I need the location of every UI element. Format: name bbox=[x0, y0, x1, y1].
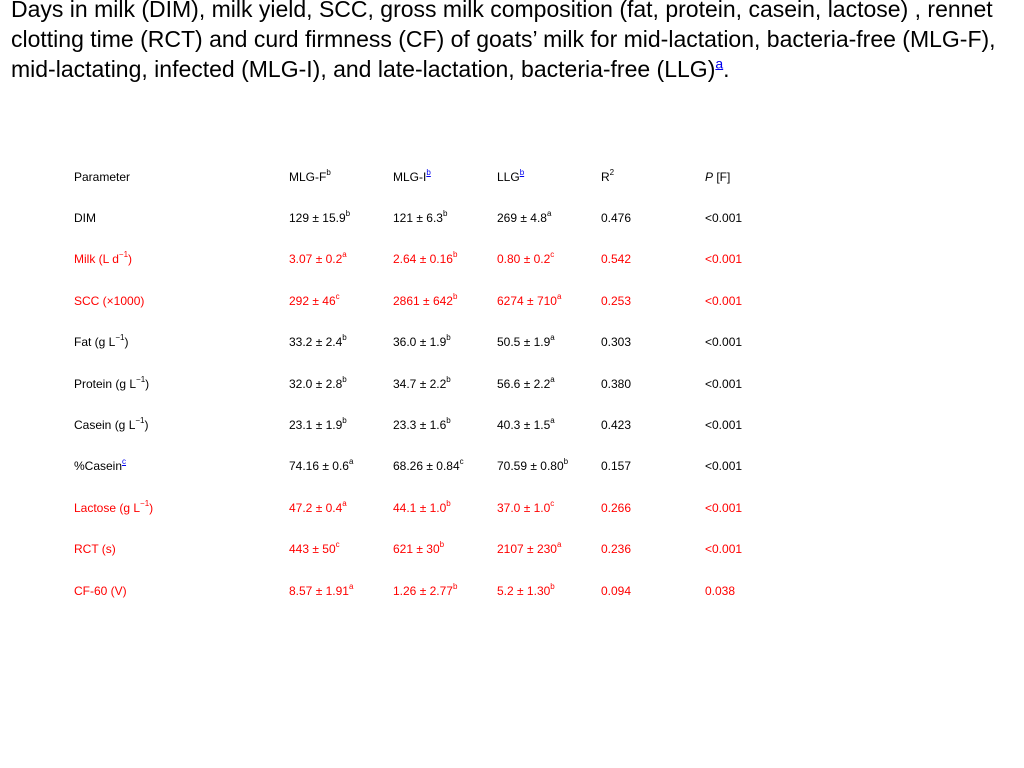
cell-mlgf: 3.07 ± 0.2a bbox=[289, 250, 347, 267]
cell-r2: 0.157 bbox=[601, 459, 632, 474]
cell-llg: 37.0 ± 1.0c bbox=[497, 498, 555, 515]
caption-text: Days in milk (DIM), milk yield, SCC, gro… bbox=[11, 0, 996, 82]
cell-parameter: DIM bbox=[74, 211, 96, 226]
cell-parameter: Casein (g L−1) bbox=[74, 416, 149, 433]
cell-parameter: RCT (s) bbox=[74, 542, 116, 557]
cell-llg: 70.59 ± 0.80b bbox=[497, 457, 569, 474]
cell-mlgi: 1.26 ± 2.77b bbox=[393, 581, 458, 598]
table-row: %Caseinc 74.16 ± 0.6a 68.26 ± 0.84c 70.59 ±… bbox=[74, 446, 785, 487]
header-row: Parameter MLG-Fb MLG-Ib LLGb R2 P [F] bbox=[74, 156, 785, 197]
cell-llg: 40.3 ± 1.5a bbox=[497, 416, 555, 433]
cell-mlgi: 68.26 ± 0.84c bbox=[393, 457, 464, 474]
cell-mlgf: 23.1 ± 1.9b bbox=[289, 416, 347, 433]
col-header-parameter: Parameter bbox=[74, 169, 131, 184]
cell-r2: 0.476 bbox=[601, 211, 632, 226]
col-header-mlgf: MLG-Fb bbox=[289, 167, 331, 184]
cell-p: 0.038 bbox=[705, 583, 736, 598]
cell-mlgf: 47.2 ± 0.4a bbox=[289, 498, 347, 515]
cell-p: <0.001 bbox=[705, 418, 743, 433]
cell-mlgf: 292 ± 46c bbox=[289, 291, 340, 308]
cell-mlgi: 44.1 ± 1.0b bbox=[393, 498, 451, 515]
cell-parameter: Fat (g L−1) bbox=[74, 333, 129, 350]
cell-llg: 5.2 ± 1.30b bbox=[497, 581, 555, 598]
col-header-p: P [F] bbox=[705, 169, 731, 184]
cell-p: <0.001 bbox=[705, 459, 743, 474]
cell-p: <0.001 bbox=[705, 500, 743, 515]
cell-mlgf: 32.0 ± 2.8b bbox=[289, 374, 347, 391]
cell-mlgf: 33.2 ± 2.4b bbox=[289, 333, 347, 350]
cell-mlgf: 129 ± 15.9b bbox=[289, 209, 351, 226]
cell-p: <0.001 bbox=[705, 293, 743, 308]
cell-p: <0.001 bbox=[705, 252, 743, 267]
cell-p: <0.001 bbox=[705, 542, 743, 557]
table-row: SCC (×1000) 292 ± 46c 2861 ± 642b 6274 ± 71… bbox=[74, 280, 785, 321]
caption-end: . bbox=[723, 56, 730, 82]
cell-p: <0.001 bbox=[705, 335, 743, 350]
cell-mlgf: 8.57 ± 1.91a bbox=[289, 581, 354, 598]
table-caption: Days in milk (DIM), milk yield, SCC, gro… bbox=[11, 0, 1016, 84]
cell-llg: 50.5 ± 1.9a bbox=[497, 333, 555, 350]
cell-r2: 0.266 bbox=[601, 500, 632, 515]
cell-parameter: Protein (g L−1) bbox=[74, 374, 150, 391]
cell-parameter: SCC (×1000) bbox=[74, 293, 145, 308]
cell-r2: 0.236 bbox=[601, 542, 632, 557]
col-header-mlgi-footnote-link[interactable]: b bbox=[426, 167, 431, 177]
cell-parameter: CF-60 (V) bbox=[74, 583, 127, 598]
footnote-a-link[interactable]: a bbox=[715, 55, 724, 72]
footnote-c-link[interactable]: c bbox=[122, 457, 127, 467]
cell-mlgi: 23.3 ± 1.6b bbox=[393, 416, 451, 433]
cell-llg: 6274 ± 710a bbox=[497, 291, 562, 308]
cell-p: <0.001 bbox=[705, 376, 743, 391]
data-table: Parameter MLG-Fb MLG-Ib LLGb R2 P [F] DI… bbox=[74, 156, 785, 611]
cell-mlgi: 36.0 ± 1.9b bbox=[393, 333, 451, 350]
cell-parameter: Milk (L d−1) bbox=[74, 250, 133, 267]
cell-r2: 0.380 bbox=[601, 376, 632, 391]
table-row: Fat (g L−1) 33.2 ± 2.4b 36.0 ± 1.9b 50.5 ± … bbox=[74, 322, 785, 363]
cell-mlgi: 121 ± 6.3b bbox=[393, 209, 448, 226]
cell-r2: 0.542 bbox=[601, 252, 632, 267]
cell-mlgf: 74.16 ± 0.6a bbox=[289, 457, 354, 474]
cell-mlgi: 34.7 ± 2.2b bbox=[393, 374, 451, 391]
col-header-llg: LLGb bbox=[497, 167, 525, 184]
cell-p: <0.001 bbox=[705, 211, 743, 226]
cell-llg: 0.80 ± 0.2c bbox=[497, 250, 555, 267]
table-row: Casein (g L−1) 23.1 ± 1.9b 23.3 ± 1.6b 40.3… bbox=[74, 404, 785, 445]
col-header-llg-footnote-link[interactable]: b bbox=[519, 167, 525, 177]
cell-mlgi: 2.64 ± 0.16b bbox=[393, 250, 458, 267]
cell-r2: 0.094 bbox=[601, 583, 632, 598]
cell-mlgi: 621 ± 30b bbox=[393, 540, 445, 557]
cell-llg: 269 ± 4.8a bbox=[497, 209, 552, 226]
cell-parameter: %Caseinc bbox=[74, 457, 127, 474]
cell-r2: 0.253 bbox=[601, 293, 632, 308]
cell-mlgf: 443 ± 50c bbox=[289, 540, 340, 557]
col-header-mlgi: MLG-Ib bbox=[393, 167, 431, 184]
table-row: RCT (s) 443 ± 50c 621 ± 30b 2107 ± 230a 0.23… bbox=[74, 529, 785, 570]
table-row: Milk (L d−1) 3.07 ± 0.2a 2.64 ± 0.16b 0.80 … bbox=[74, 239, 785, 280]
col-header-r2: R2 bbox=[601, 167, 615, 184]
cell-r2: 0.303 bbox=[601, 335, 632, 350]
table-row: DIM 129 ± 15.9b 121 ± 6.3b 269 ± 4.8a 0.476 <… bbox=[74, 197, 785, 238]
cell-mlgi: 2861 ± 642b bbox=[393, 291, 458, 308]
table-row: Lactose (g L−1) 47.2 ± 0.4a 44.1 ± 1.0b 37.… bbox=[74, 487, 785, 528]
table-row: CF-60 (V) 8.57 ± 1.91a 1.26 ± 2.77b 5.2 ± 1… bbox=[74, 570, 785, 611]
cell-llg: 56.6 ± 2.2a bbox=[497, 374, 555, 391]
cell-r2: 0.423 bbox=[601, 418, 632, 433]
col-header-mlgf-footnote: b bbox=[326, 167, 331, 177]
cell-llg: 2107 ± 230a bbox=[497, 540, 562, 557]
table-row: Protein (g L−1) 32.0 ± 2.8b 34.7 ± 2.2b 56.… bbox=[74, 363, 785, 404]
cell-parameter: Lactose (g L−1) bbox=[74, 498, 154, 515]
